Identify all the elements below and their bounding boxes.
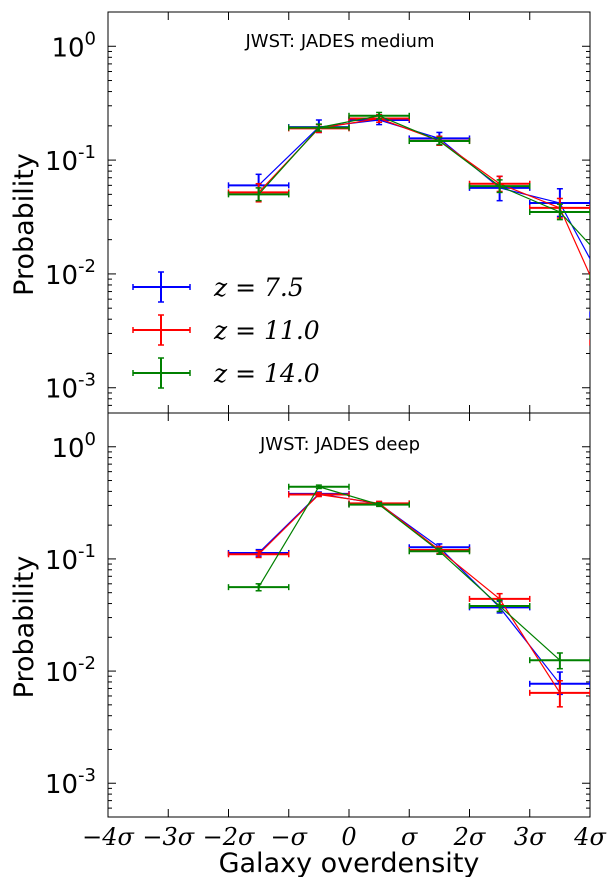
legend-label: z = 11.0	[213, 316, 320, 345]
data-point	[288, 483, 350, 490]
data-point	[408, 547, 471, 556]
y-axis-label: Probability	[9, 556, 40, 699]
y-tick-label: 10-2	[45, 653, 96, 688]
data-point	[288, 123, 350, 132]
x-axis-label: Galaxy overdensity	[219, 848, 480, 877]
series-3	[227, 111, 590, 281]
x-tick-label: −4σ	[82, 823, 134, 851]
legend-entry: z = 7.5	[132, 271, 304, 303]
series-line	[258, 117, 590, 277]
plot-area	[227, 111, 590, 346]
x-tick-label: 0	[341, 823, 356, 851]
y-tick-label: 10-1	[45, 541, 96, 576]
series-1	[227, 490, 590, 696]
legend-entry: z = 14.0	[132, 357, 320, 389]
plot-area	[227, 483, 590, 708]
series-line	[258, 486, 561, 661]
y-axis-label: Probability	[9, 153, 40, 296]
axes-frame	[107, 11, 591, 414]
y-tick-label: 100	[51, 28, 96, 63]
series-line	[258, 493, 561, 685]
series-1	[227, 114, 590, 318]
data-point	[589, 274, 590, 281]
legend-entry: z = 11.0	[132, 314, 320, 346]
legend-label: z = 14.0	[213, 359, 320, 388]
x-tick-label: σ	[401, 823, 418, 851]
series-line	[258, 119, 590, 261]
series-3	[227, 483, 590, 670]
y-tick-label: 10-3	[45, 370, 96, 405]
data-point	[468, 599, 531, 613]
y-axis: 10-3 10-2 10-1 100	[45, 11, 590, 414]
chart-title: JWST: JADES medium	[245, 31, 435, 52]
chart-title: JWST: JADES deep	[259, 434, 420, 455]
y-tick-label: 10-3	[45, 765, 96, 800]
data-point	[227, 583, 290, 592]
x-tick-label: 2σ	[453, 823, 486, 851]
data-point	[468, 179, 531, 194]
x-tick-label: −σ	[271, 823, 308, 851]
data-point	[288, 491, 350, 498]
series-line	[258, 493, 561, 694]
y-tick-label: 100	[51, 429, 96, 464]
data-point	[589, 339, 590, 346]
axes-frame	[107, 412, 591, 818]
series-2	[227, 491, 590, 708]
x-tick-label: 4σ	[573, 823, 606, 851]
data-point	[529, 652, 590, 670]
bottom-panel: 10-3 10-2 10-1 100 −4σ −3σ −2σ −σ 0 σ 2σ 3σ 4σ Probab…	[9, 412, 606, 877]
x-tick-label: −3σ	[142, 823, 194, 851]
data-point	[348, 501, 410, 508]
y-axis: 10-3 10-2 10-1 100	[45, 412, 590, 818]
data-point	[589, 311, 590, 318]
series-line	[258, 115, 590, 246]
legend-label: z = 7.5	[213, 273, 304, 302]
data-point	[529, 203, 590, 221]
data-point	[227, 187, 290, 202]
y-tick-label: 10-2	[45, 256, 96, 291]
x-tick-label: 3σ	[514, 823, 546, 851]
data-point	[529, 679, 590, 708]
data-point	[408, 136, 471, 146]
x-tick-label: −2σ	[203, 823, 255, 851]
top-panel: 10-3 10-2 10-1 100 Probability JWST: JADES me…	[9, 11, 591, 414]
y-tick-label: 10-1	[45, 142, 96, 177]
data-point	[348, 111, 410, 120]
legend: z = 7.5 z = 11.0 z = 14.0	[132, 271, 320, 389]
